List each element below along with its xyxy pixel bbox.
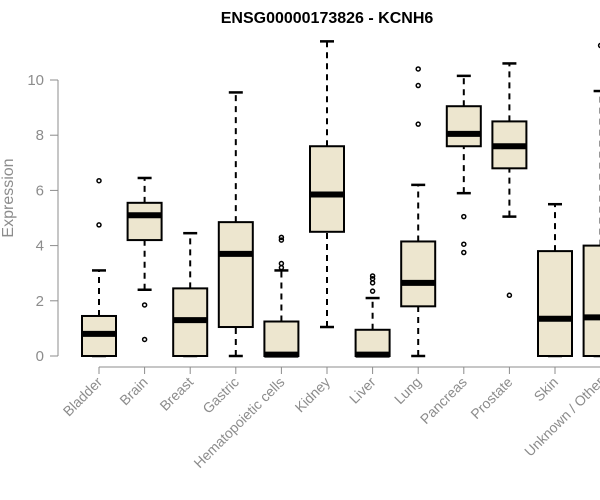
x-tick-label: Liver bbox=[346, 374, 379, 407]
boxes-group bbox=[81, 40, 600, 358]
box-iqr bbox=[217, 221, 254, 329]
box-6 bbox=[354, 273, 391, 358]
box-iqr bbox=[263, 320, 300, 357]
y-tick-label: 0 bbox=[36, 348, 44, 365]
box-iqr bbox=[400, 240, 437, 308]
box-4 bbox=[263, 234, 300, 358]
outlier-point bbox=[597, 42, 600, 49]
box-iqr bbox=[309, 145, 345, 233]
outlier-point bbox=[141, 336, 148, 343]
y-tick-label: 6 bbox=[36, 182, 44, 199]
box-7 bbox=[400, 66, 437, 358]
x-tick-label: Pancreas bbox=[417, 374, 470, 427]
outlier-point bbox=[461, 249, 467, 256]
box-11 bbox=[582, 42, 600, 358]
x-tick-label: Kidney bbox=[292, 374, 334, 416]
box-9 bbox=[491, 62, 528, 299]
outlier-point bbox=[96, 222, 102, 228]
outlier-point bbox=[278, 237, 285, 243]
box-8 bbox=[445, 74, 482, 256]
y-axis: 0 2 4 6 8 10 bbox=[27, 72, 59, 365]
outlier-point bbox=[461, 213, 467, 220]
chart-title: ENSG00000173826 - KCNH6 bbox=[221, 10, 434, 27]
outlier-point bbox=[141, 302, 148, 308]
x-tick-label: Brain bbox=[116, 374, 150, 408]
y-tick-label: 8 bbox=[36, 127, 44, 144]
box-10 bbox=[537, 202, 573, 358]
box-2 bbox=[172, 231, 209, 358]
box-iqr bbox=[582, 244, 600, 358]
outlier-point bbox=[369, 273, 376, 279]
x-tick-label: Prostate bbox=[467, 374, 515, 422]
y-tick-label: 4 bbox=[36, 238, 44, 255]
y-tick-label: 2 bbox=[36, 293, 44, 310]
y-tick-label: 10 bbox=[27, 72, 44, 89]
x-tick-label: Hematopoietic cells bbox=[190, 374, 287, 471]
outlier-point bbox=[461, 241, 467, 247]
x-tick-label: Lung bbox=[391, 374, 424, 407]
outlier-point bbox=[415, 121, 421, 127]
outlier-point bbox=[415, 82, 421, 89]
outlier-point bbox=[96, 177, 102, 184]
box-5 bbox=[309, 40, 345, 329]
box-iqr bbox=[537, 250, 573, 357]
box-iqr bbox=[126, 201, 163, 242]
x-tick-label: Gastric bbox=[199, 374, 242, 417]
x-tick-label: Unknown / Other bbox=[521, 374, 600, 460]
outlier-point bbox=[506, 292, 513, 299]
box-0 bbox=[81, 177, 117, 358]
outlier-point bbox=[369, 275, 376, 282]
outlier-point bbox=[369, 288, 376, 294]
box-iqr bbox=[445, 105, 482, 148]
outlier-point bbox=[415, 66, 421, 72]
box-1 bbox=[126, 176, 163, 343]
x-tick-label: Skin bbox=[531, 374, 562, 405]
x-tick-label: Bladder bbox=[60, 374, 106, 420]
x-tick-label: Breast bbox=[156, 374, 196, 414]
y-axis-label: Expression bbox=[0, 158, 17, 237]
outlier-point bbox=[278, 234, 285, 241]
box-3 bbox=[217, 91, 254, 358]
outlier-point bbox=[278, 260, 285, 267]
